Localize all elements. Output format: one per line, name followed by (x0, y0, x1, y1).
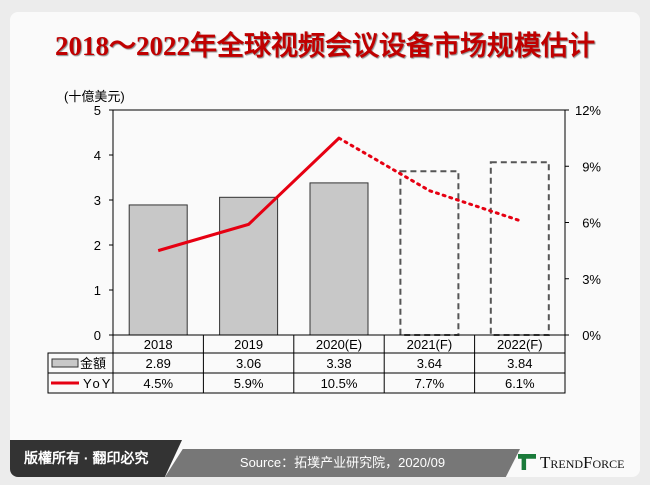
bar-forecast (489, 161, 550, 336)
yoy-value-label: 10.5% (321, 376, 358, 391)
bar-value-label: 3.06 (236, 356, 261, 371)
right-tick-label: 0% (582, 328, 601, 343)
left-tick-label: 5 (94, 103, 101, 118)
yoy-value-label: 4.5% (143, 376, 173, 391)
bar (219, 196, 279, 336)
bar-forecast (399, 170, 460, 336)
right-tick-label: 9% (582, 159, 601, 174)
category-label: 2022(F) (497, 337, 543, 352)
left-tick-label: 2 (94, 238, 101, 253)
bar-value-label: 3.84 (507, 356, 532, 371)
right-tick-label: 6% (582, 216, 601, 231)
bar (128, 204, 188, 336)
bar-value-label: 2.89 (146, 356, 171, 371)
source: Source：拓墣产业研究院，2020/09 (165, 449, 520, 477)
copyright: 版權所有 · 翻印必究 (10, 440, 182, 477)
yoy-value-label: 6.1% (505, 376, 535, 391)
yoy-line (157, 137, 341, 253)
y-axis-unit: (十億美元) (64, 89, 125, 104)
yoy-line-forecast (337, 136, 522, 223)
bar-value-label: 3.38 (326, 356, 351, 371)
legend-line-label: YoY (83, 376, 112, 391)
bar-value-label: 3.64 (417, 356, 442, 371)
legend-bar-swatch (51, 358, 79, 368)
trendforce-logo: TrendForce (518, 449, 625, 477)
left-tick-label: 1 (94, 283, 101, 298)
category-label: 2019 (234, 337, 263, 352)
left-tick-label: 4 (94, 148, 101, 163)
yoy-value-label: 7.7% (415, 376, 445, 391)
legend-bar-label: 金額 (80, 356, 106, 371)
category-label: 2020(E) (316, 337, 362, 352)
category-label: 2021(F) (407, 337, 453, 352)
bar (309, 182, 369, 336)
left-tick-label: 3 (94, 193, 101, 208)
right-tick-label: 3% (582, 272, 601, 287)
yoy-value-label: 5.9% (234, 376, 264, 391)
category-label: 2018 (144, 337, 173, 352)
chart-title: 2018～2022年全球视频会议设备市场规模估计 (55, 31, 595, 61)
left-tick-label: 0 (94, 328, 101, 343)
right-tick-label: 12% (575, 103, 601, 118)
logo-icon (518, 454, 536, 470)
